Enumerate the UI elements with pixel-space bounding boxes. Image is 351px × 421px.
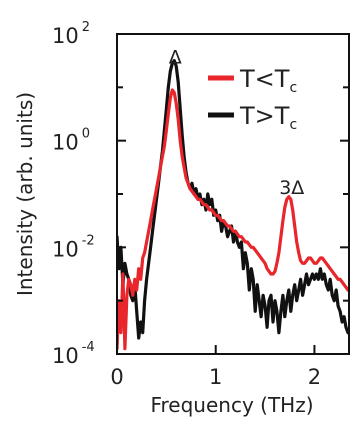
series-below-tc-line [117,88,349,351]
legend-label-above-tc: T>Tc [239,102,297,133]
annotation-3delta: 3Δ [279,177,304,199]
y-tick-label: 10 2 [52,20,90,48]
y-tick-label: 10 0 [52,127,90,155]
legend: T<Tc T>Tc [208,65,297,133]
x-axis-label: Frequency (THz) [150,393,313,417]
series-layer [117,59,349,351]
plot-frame [116,33,350,355]
x-tick-label: 0 [110,365,123,389]
annotation-delta: Δ [169,46,182,68]
x-tick-label: 2 [308,365,321,389]
y-tick-label: 10 -2 [52,233,95,261]
y-axis-label: Intensity (arb. units) [13,92,37,296]
x-tick-label: 1 [209,365,222,389]
y-tick-label: 10 -4 [52,340,95,368]
legend-label-below-tc: T<Tc [239,65,297,96]
series-above-tc-line [117,59,349,340]
